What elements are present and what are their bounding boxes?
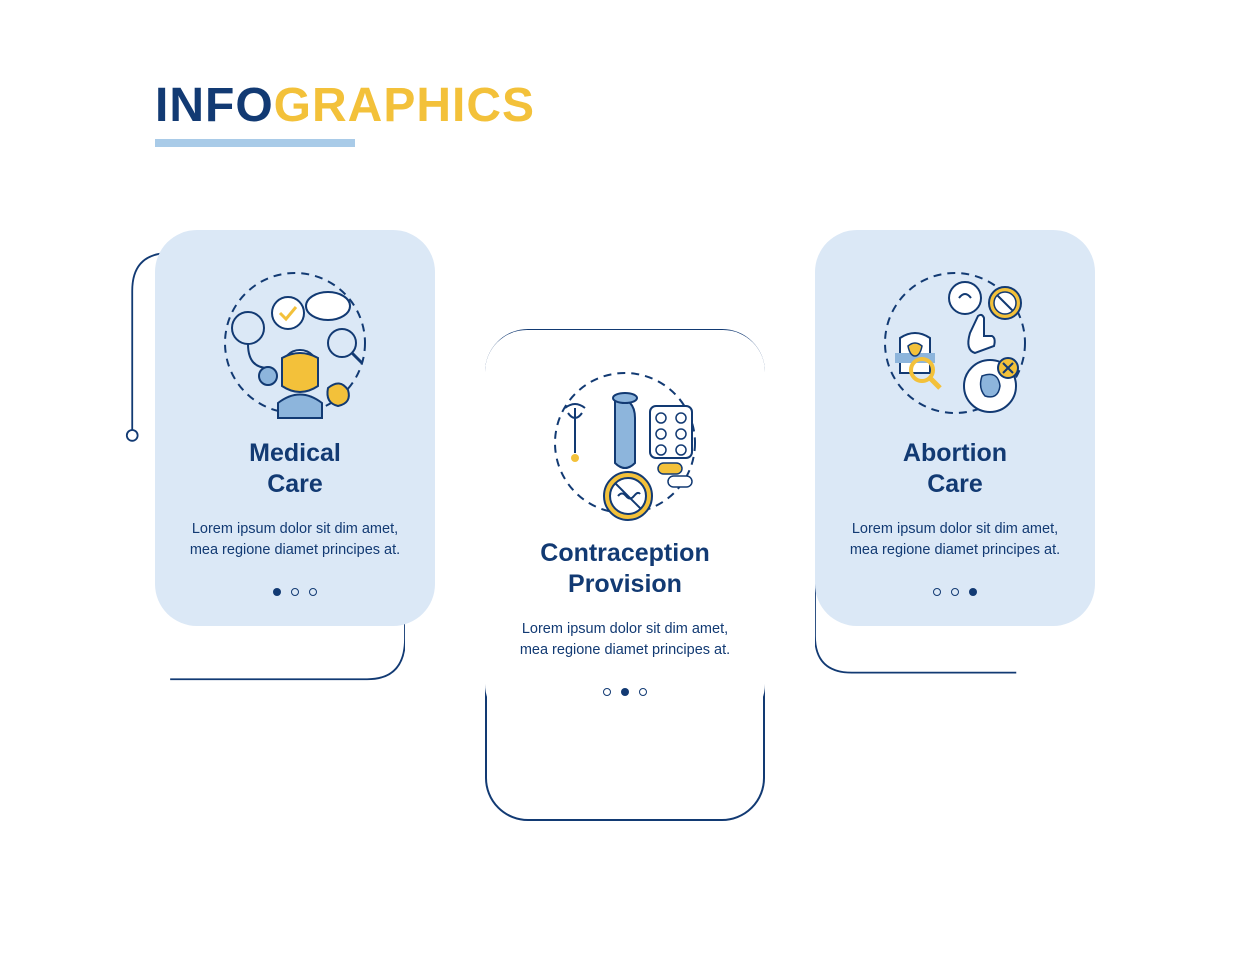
dot: [969, 588, 977, 596]
title-l2: Care: [927, 470, 983, 498]
header: INFOGRAPHICS: [155, 78, 535, 147]
card-contraception-provision: Contraception Provision Lorem ipsum dolo…: [485, 330, 765, 726]
dot: [951, 588, 959, 596]
card-description: Lorem ipsum dolor sit dim amet, mea regi…: [511, 619, 739, 663]
dot: [309, 588, 317, 596]
card-abortion-care: Abortion Care Lorem ipsum dolor sit dim …: [815, 230, 1095, 626]
card-title: Abortion Care: [841, 438, 1069, 501]
dot: [603, 688, 611, 696]
dot: [933, 588, 941, 596]
pagination-dots: [181, 588, 409, 596]
title-l2: Provision: [568, 570, 682, 598]
title-l1: Medical: [249, 439, 341, 467]
contraception-icon: [540, 358, 710, 528]
pagination-dots: [511, 688, 739, 696]
pagination-dots: [841, 588, 1069, 596]
card-inner: Contraception Provision Lorem ipsum dolo…: [485, 330, 765, 726]
card-inner: Abortion Care Lorem ipsum dolor sit dim …: [815, 230, 1095, 626]
cards-container: Medical Care Lorem ipsum dolor sit dim a…: [155, 230, 1095, 726]
card-title: Medical Care: [181, 438, 409, 501]
card-medical-care: Medical Care Lorem ipsum dolor sit dim a…: [155, 230, 435, 626]
title-l1: Contraception: [540, 539, 709, 567]
title-part2: GRAPHICS: [274, 79, 535, 132]
card-title: Contraception Provision: [511, 538, 739, 601]
title-l1: Abortion: [903, 439, 1007, 467]
page-title: INFOGRAPHICS: [155, 78, 535, 133]
dot: [621, 688, 629, 696]
card-inner: Medical Care Lorem ipsum dolor sit dim a…: [155, 230, 435, 626]
title-l2: Care: [267, 470, 323, 498]
title-part1: INFO: [155, 79, 274, 132]
medical-care-icon: [210, 258, 380, 428]
dot: [273, 588, 281, 596]
dot: [291, 588, 299, 596]
card-description: Lorem ipsum dolor sit dim amet, mea regi…: [181, 519, 409, 563]
dot: [639, 688, 647, 696]
abortion-care-icon: [870, 258, 1040, 428]
title-underline: [155, 139, 355, 147]
card-description: Lorem ipsum dolor sit dim amet, mea regi…: [841, 519, 1069, 563]
